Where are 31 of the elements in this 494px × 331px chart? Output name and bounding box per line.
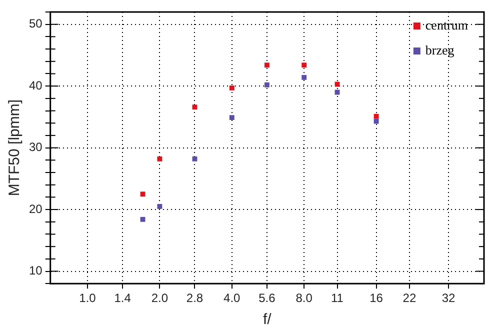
y-tick-label: 30 [28,140,43,154]
x-tick-label: 16 [370,291,384,306]
point [264,62,270,68]
point [302,62,307,68]
legend-label: brzeg [425,42,455,58]
point [192,156,198,162]
x-axis-title: f/ [263,311,272,328]
point [264,82,270,88]
x-tick-label: 1.0 [79,291,96,306]
y-tick-label: 50 [28,16,43,31]
point [229,85,234,90]
x-tick-label: 22 [402,291,416,306]
point [374,114,379,119]
y-tick-label: 40 [28,78,43,92]
point [229,115,234,120]
x-tick-label: 8.0 [296,291,313,306]
point [374,118,379,124]
y-axis-title: MTF50 [lpmm] [6,99,24,196]
x-tick-label: 5.6 [258,291,276,306]
y-tick-label: 10 [28,264,43,278]
x-tick-label: 11 [331,291,344,306]
x-tick-label: 4.0 [224,291,241,306]
point [157,204,162,209]
x-tick-label: 2.8 [186,291,204,306]
x-tick-label: 2.0 [151,291,168,306]
point [302,74,307,80]
x-tick-label: 32 [442,291,456,306]
point [192,104,198,110]
point [157,156,162,162]
x-tick-label: 1.4 [114,291,132,306]
y-tick-label: 20 [28,202,43,216]
